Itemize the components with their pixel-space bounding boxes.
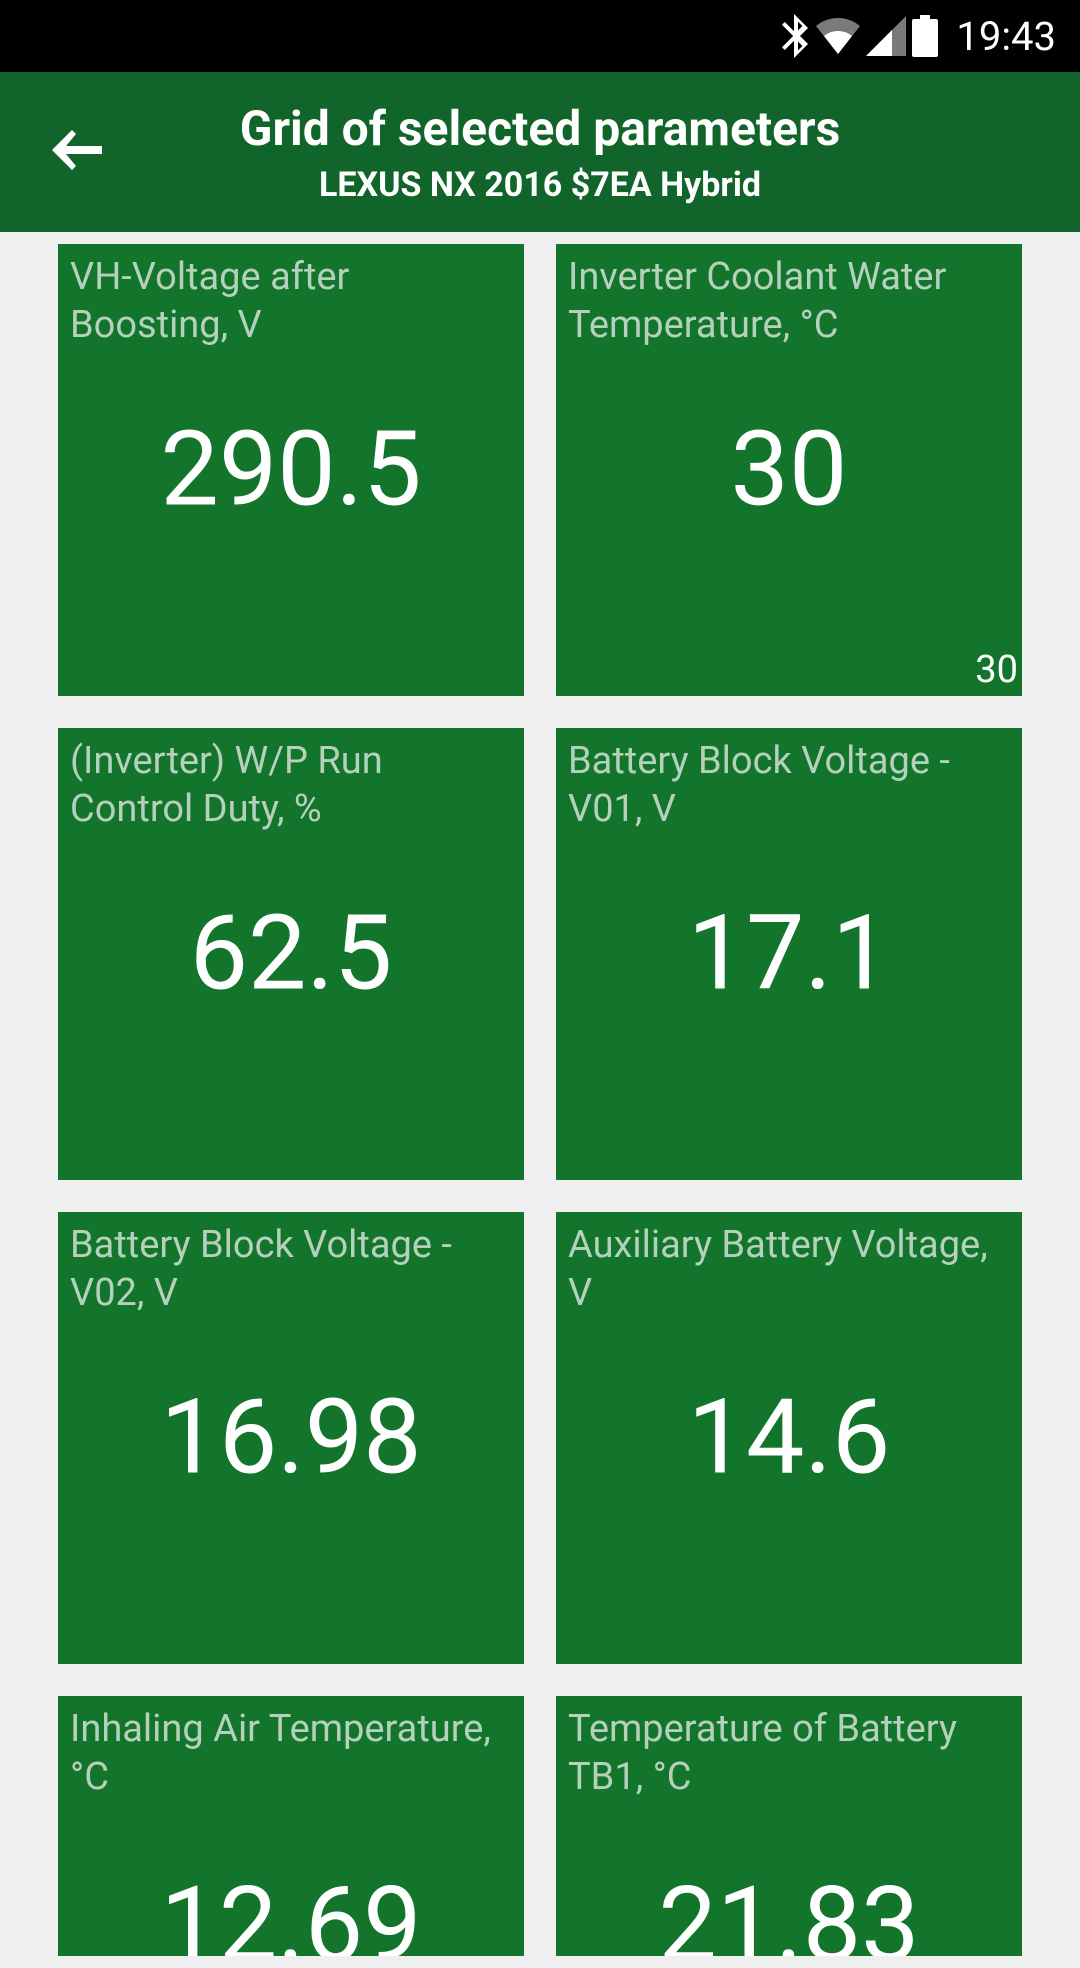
tile-label: Inhaling Air Temperature, °C: [68, 1706, 514, 1801]
tile-value: 62.5: [190, 894, 393, 1015]
status-bar: 19:43: [0, 0, 1080, 72]
parameter-tile[interactable]: Battery Block Voltage -V02, V 16.98: [58, 1212, 524, 1664]
tile-value: 16.98: [160, 1378, 421, 1499]
tile-value: 14.6: [688, 1378, 891, 1499]
parameter-tile[interactable]: Auxiliary Battery Voltage, V 14.6: [556, 1212, 1022, 1664]
signal-icon: [866, 16, 906, 56]
back-button[interactable]: [52, 130, 102, 174]
tile-label: Auxiliary Battery Voltage, V: [566, 1222, 1012, 1317]
parameter-grid[interactable]: VH-Voltage after Boosting, V 290.5 Inver…: [0, 232, 1080, 1968]
bluetooth-icon: [782, 14, 810, 58]
tile-label: Temperature of Battery TB1, °C: [566, 1706, 1012, 1801]
tile-value: 12.69: [160, 1865, 421, 1956]
page-subtitle: LEXUS NX 2016 $7EA Hybrid: [319, 165, 761, 205]
tile-label: VH-Voltage after Boosting, V: [68, 254, 514, 349]
tile-value: 21.83: [658, 1865, 919, 1956]
page-title: Grid of selected parameters: [240, 100, 841, 157]
parameter-tile[interactable]: Battery Block Voltage -V01, V 17.1: [556, 728, 1022, 1180]
battery-icon: [912, 15, 938, 57]
back-arrow-icon: [52, 130, 102, 170]
tile-label: Battery Block Voltage -V01, V: [566, 738, 1012, 833]
tile-label: Battery Block Voltage -V02, V: [68, 1222, 514, 1317]
tile-value: 290.5: [160, 410, 421, 531]
parameter-tile[interactable]: VH-Voltage after Boosting, V 290.5: [58, 244, 524, 696]
tile-label: (Inverter) W/P Run Control Duty, %: [68, 738, 514, 833]
wifi-icon: [816, 18, 860, 54]
tile-label: Inverter Coolant Water Temperature, °C: [566, 254, 1012, 349]
tile-value: 30: [731, 410, 848, 531]
parameter-tile[interactable]: (Inverter) W/P Run Control Duty, % 62.5: [58, 728, 524, 1180]
tile-value: 17.1: [688, 894, 891, 1015]
parameter-tile[interactable]: Inhaling Air Temperature, °C 12.69: [58, 1696, 524, 1956]
status-time: 19:43: [956, 13, 1056, 60]
app-header: Grid of selected parameters LEXUS NX 201…: [0, 72, 1080, 232]
tile-corner-value: 30: [975, 648, 1018, 692]
parameter-tile[interactable]: Temperature of Battery TB1, °C 21.83: [556, 1696, 1022, 1956]
parameter-tile[interactable]: Inverter Coolant Water Temperature, °C 3…: [556, 244, 1022, 696]
status-icons: 19:43: [782, 13, 1056, 60]
